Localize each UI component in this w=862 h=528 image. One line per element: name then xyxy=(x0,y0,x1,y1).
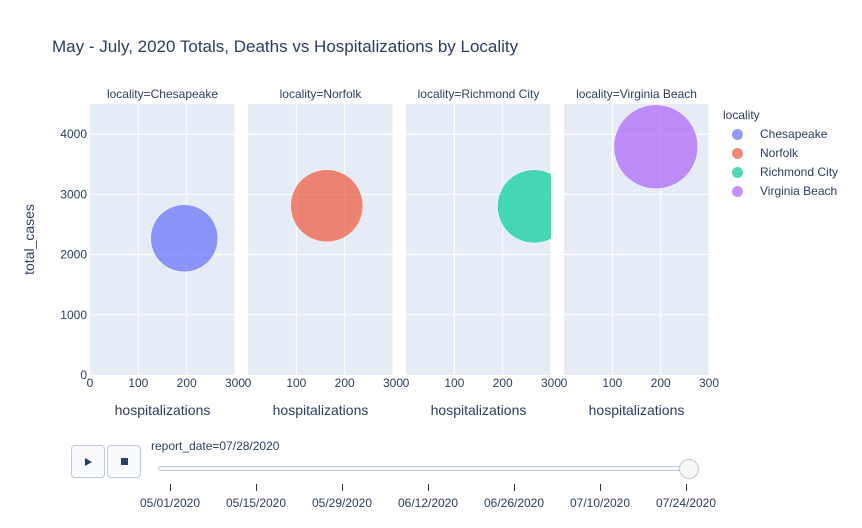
stop-button[interactable] xyxy=(107,445,141,478)
y-tick-label: 0 xyxy=(80,368,87,382)
bubble-norfolk xyxy=(290,169,364,243)
slider-rail[interactable] xyxy=(158,466,699,471)
slider-tick-label: 05/15/2020 xyxy=(225,496,287,510)
x-tick-label: 200 xyxy=(493,376,513,390)
slider-tick-label: 07/24/2020 xyxy=(655,496,717,510)
legend-marker xyxy=(732,128,743,140)
slider-current-label: report_date=07/28/2020 xyxy=(151,439,280,453)
x-tick-label: 300 xyxy=(541,376,561,390)
slider-handle[interactable] xyxy=(679,459,699,479)
x-tick-label: 200 xyxy=(177,376,197,390)
slider-tick-label: 06/26/2020 xyxy=(483,496,545,510)
x-tick-label: 300 xyxy=(225,376,245,390)
y-axis-label: total_cases xyxy=(21,204,37,275)
legend-item-norfolk[interactable]: Norfolk xyxy=(732,144,798,162)
play-button[interactable] xyxy=(71,445,105,478)
bubble-richmond-city xyxy=(497,169,551,244)
slider-tick xyxy=(170,484,171,491)
x-axis-label: hospitalizations xyxy=(115,402,211,418)
x-tick-label: 200 xyxy=(651,376,671,390)
bubble-virginia-beach xyxy=(613,104,699,190)
legend-item-chesapeake[interactable]: Chesapeake xyxy=(732,125,827,143)
facet-label: locality=Virginia Beach xyxy=(576,87,697,101)
facet-label: locality=Chesapeake xyxy=(107,87,218,101)
slider-tick xyxy=(342,484,343,491)
legend-label: Norfolk xyxy=(760,146,799,160)
slider-tick xyxy=(514,484,515,491)
x-axis-label: hospitalizations xyxy=(589,402,685,418)
x-tick-label: 100 xyxy=(128,376,148,390)
slider-tick xyxy=(428,484,429,491)
x-axis-label: hospitalizations xyxy=(273,402,369,418)
x-tick-label: 100 xyxy=(444,376,464,390)
legend-marker xyxy=(732,185,743,197)
slider-tick xyxy=(600,484,601,491)
slider-tick-label: 05/01/2020 xyxy=(139,496,201,510)
x-tick-label: 0 xyxy=(561,376,568,390)
slider-tick-label: 05/29/2020 xyxy=(311,496,373,510)
facet-label: locality=Richmond City xyxy=(418,87,540,101)
legend-marker xyxy=(732,166,743,178)
legend-label: Virginia Beach xyxy=(760,184,838,198)
y-tick-label: 2000 xyxy=(60,248,87,262)
legend-item-richmond-city[interactable]: Richmond City xyxy=(732,163,838,181)
legend-label: Chesapeake xyxy=(760,127,828,141)
slider-tick xyxy=(686,484,687,491)
legend-title: locality xyxy=(723,108,760,122)
y-tick-label: 1000 xyxy=(60,308,87,322)
slider-tick-label: 06/12/2020 xyxy=(397,496,459,510)
x-tick-label: 0 xyxy=(245,376,252,390)
x-tick-label: 0 xyxy=(87,376,94,390)
x-tick-label: 0 xyxy=(403,376,410,390)
x-tick-label: 300 xyxy=(699,376,719,390)
x-tick-label: 200 xyxy=(335,376,355,390)
x-tick-label: 100 xyxy=(602,376,622,390)
slider-tick-label: 07/10/2020 xyxy=(569,496,631,510)
y-tick-label: 4000 xyxy=(60,127,87,141)
legend-marker xyxy=(732,147,743,159)
x-axis-label: hospitalizations xyxy=(431,402,527,418)
facet-label: locality=Norfolk xyxy=(280,87,363,101)
x-tick-label: 100 xyxy=(286,376,306,390)
slider-tick xyxy=(256,484,257,491)
bubble-chesapeake xyxy=(150,204,219,273)
legend-label: Richmond City xyxy=(760,165,839,179)
chart-title: May - July, 2020 Totals, Deaths vs Hospi… xyxy=(52,37,519,56)
play-icon xyxy=(84,457,92,466)
x-tick-label: 300 xyxy=(383,376,403,390)
y-tick-label: 3000 xyxy=(60,187,87,201)
stop-icon xyxy=(120,458,128,465)
legend-item-virginia-beach[interactable]: Virginia Beach xyxy=(732,182,837,200)
